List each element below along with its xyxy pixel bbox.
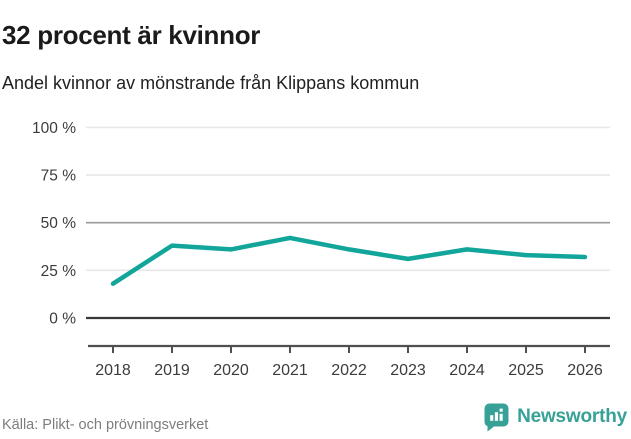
x-axis-label-2019: 2019 [154,362,190,379]
newsworthy-logo-icon [483,402,510,432]
x-axis-label-2018: 2018 [95,362,131,379]
x-axis-label-2020: 2020 [213,362,249,379]
y-axis-label-50: 50 % [41,215,77,232]
newsworthy-wordmark: Newsworthy [517,406,627,427]
data-line-andel-kvinnor [110,235,588,286]
x-axis-label-2024: 2024 [449,362,485,379]
page-title: 32 procent är kvinnor [2,20,261,51]
x-axis-label-2023: 2023 [390,362,426,379]
y-axis-label-75: 75 % [41,168,77,185]
newsworthy-brand: Newsworthy [483,402,627,432]
y-axis-label-0: 0 % [49,311,76,328]
chart-subtitle: Andel kvinnor av mönstrande från Klippan… [2,73,420,93]
y-axis-label-100: 100 % [32,120,76,137]
x-axis-label-2026: 2026 [567,362,603,379]
x-axis-label-2022: 2022 [331,362,367,379]
y-axis-label-25: 25 % [41,263,77,280]
source-note: Källa: Plikt- och prövningsverket [2,417,209,433]
x-axis-label-2021: 2021 [272,362,308,379]
x-axis-label-2025: 2025 [508,362,544,379]
